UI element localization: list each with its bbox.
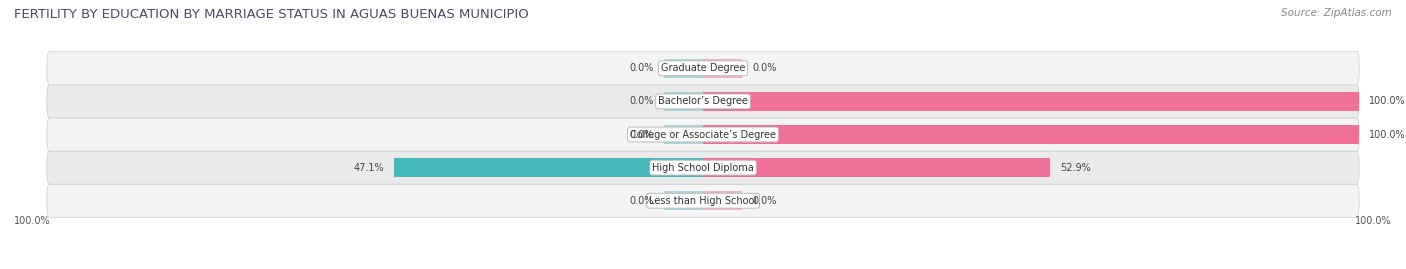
FancyBboxPatch shape: [46, 118, 1360, 151]
Bar: [664, 191, 703, 210]
Bar: [703, 125, 1360, 144]
Text: 0.0%: 0.0%: [752, 196, 776, 206]
Text: College or Associate’s Degree: College or Associate’s Degree: [630, 129, 776, 140]
FancyBboxPatch shape: [46, 85, 1360, 118]
Text: 100.0%: 100.0%: [14, 215, 51, 225]
Bar: [703, 158, 1050, 177]
FancyBboxPatch shape: [46, 184, 1360, 217]
Text: 47.1%: 47.1%: [353, 162, 384, 173]
Text: High School Diploma: High School Diploma: [652, 162, 754, 173]
Text: 52.9%: 52.9%: [1060, 162, 1091, 173]
Bar: [703, 92, 1360, 111]
Text: 0.0%: 0.0%: [630, 129, 654, 140]
Text: Graduate Degree: Graduate Degree: [661, 63, 745, 73]
Text: Bachelor’s Degree: Bachelor’s Degree: [658, 96, 748, 107]
Text: Source: ZipAtlas.com: Source: ZipAtlas.com: [1281, 8, 1392, 18]
Text: 100.0%: 100.0%: [1369, 96, 1406, 107]
Bar: [703, 59, 742, 78]
FancyBboxPatch shape: [46, 151, 1360, 184]
Text: 0.0%: 0.0%: [630, 63, 654, 73]
Bar: [664, 92, 703, 111]
Text: FERTILITY BY EDUCATION BY MARRIAGE STATUS IN AGUAS BUENAS MUNICIPIO: FERTILITY BY EDUCATION BY MARRIAGE STATU…: [14, 8, 529, 21]
Bar: [394, 158, 703, 177]
Text: 100.0%: 100.0%: [1355, 215, 1392, 225]
Text: 0.0%: 0.0%: [630, 96, 654, 107]
Text: 0.0%: 0.0%: [630, 196, 654, 206]
Text: 0.0%: 0.0%: [752, 63, 776, 73]
Bar: [664, 125, 703, 144]
Bar: [703, 191, 742, 210]
Bar: [664, 59, 703, 78]
Text: 100.0%: 100.0%: [1369, 129, 1406, 140]
Text: Less than High School: Less than High School: [650, 196, 756, 206]
FancyBboxPatch shape: [46, 52, 1360, 85]
